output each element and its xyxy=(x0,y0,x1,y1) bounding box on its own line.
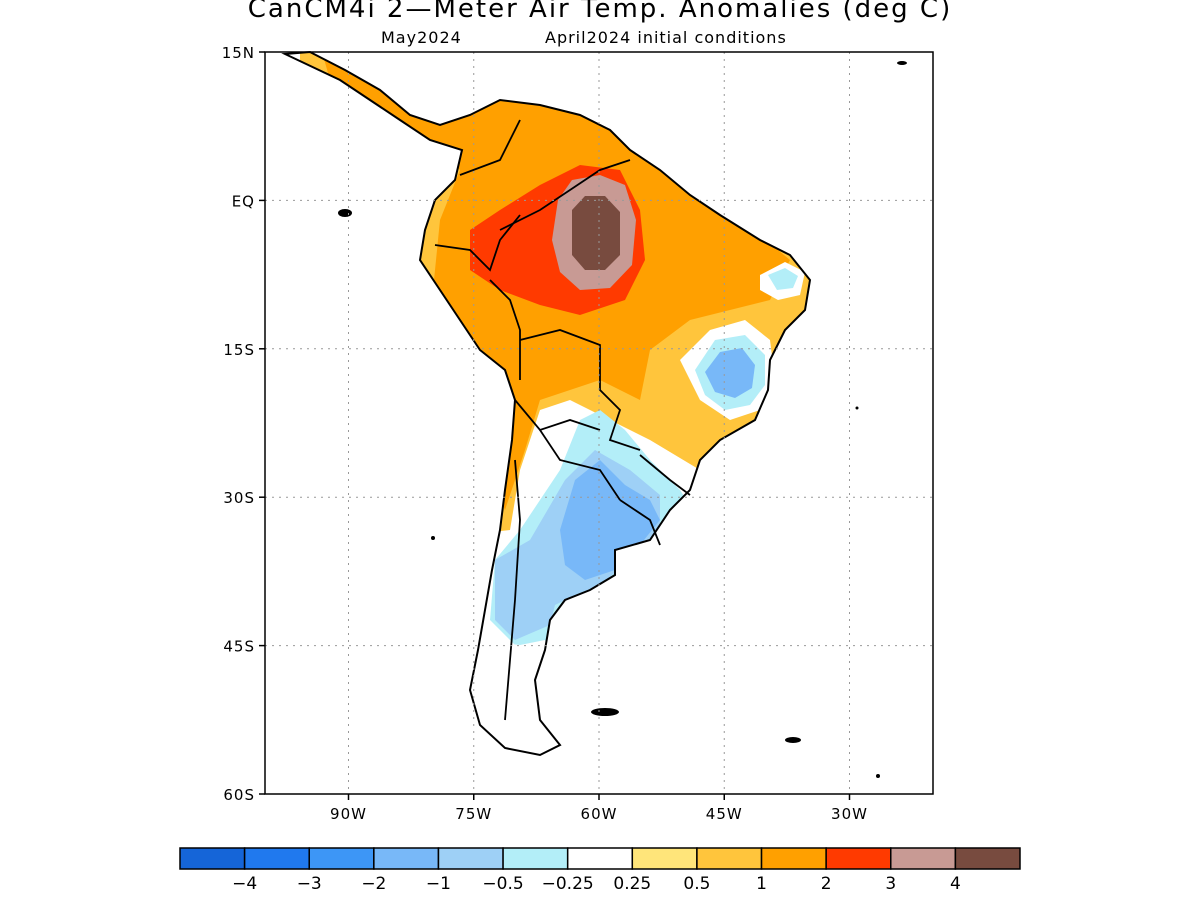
colorbar-label: −2 xyxy=(361,874,386,894)
lon-tick-label: 75W xyxy=(455,805,492,823)
colorbar-swatch xyxy=(825,847,892,870)
colorbar-label: −4 xyxy=(232,874,257,894)
latitude-axis: 15N EQ 15S 30S 45S 60S xyxy=(222,44,265,804)
map-title: CanCM4i 2—Meter Air Temp. Anomalies (deg… xyxy=(247,0,953,24)
ne-cooler-region xyxy=(705,348,755,398)
colorbar-swatch xyxy=(179,847,246,870)
colorbar-label: 1 xyxy=(756,874,767,894)
colorbar-label: −0.5 xyxy=(482,874,523,894)
colorbar-swatch xyxy=(696,847,763,870)
colorbar-label: −0.25 xyxy=(542,874,594,894)
colorbar-label: −3 xyxy=(297,874,322,894)
lon-tick-label: 60W xyxy=(581,805,618,823)
forecast-month: May2024 xyxy=(381,28,462,47)
lon-tick-label: 30W xyxy=(831,805,868,823)
colorbar-swatch xyxy=(373,847,440,870)
colorbar-swatch xyxy=(954,847,1021,870)
colorbar-swatch xyxy=(502,847,569,870)
colorbar-label: 4 xyxy=(950,874,961,894)
initial-conditions-label: April2024 initial conditions xyxy=(545,28,787,47)
lat-tick-label: 15S xyxy=(223,341,255,359)
lat-tick-label: 15N xyxy=(222,44,255,62)
extreme-region xyxy=(572,196,620,270)
colorbar-swatch xyxy=(308,847,375,870)
colorbar-label: 3 xyxy=(885,874,896,894)
longitude-axis: 90W 75W 60W 45W 30W xyxy=(330,794,868,823)
colorbar-swatch xyxy=(243,847,310,870)
lat-tick-label: EQ xyxy=(232,192,255,210)
colorbar-label: −1 xyxy=(426,874,451,894)
lat-tick-label: 60S xyxy=(223,786,255,804)
colorbar-swatch xyxy=(631,847,698,870)
colorbar-label: 2 xyxy=(821,874,832,894)
graticule xyxy=(265,52,933,794)
colorbar: −4 −3 −2 −1 −0.5 −0.25 0.25 0.5 1 2 3 4 xyxy=(179,847,1021,894)
colorbar-swatch xyxy=(566,847,634,870)
colorbar-swatch xyxy=(890,847,957,870)
east-coast-cool-region xyxy=(768,268,798,290)
colorbar-label: 0.25 xyxy=(613,874,651,894)
colorbar-label: 0.5 xyxy=(683,874,710,894)
colorbar-swatch xyxy=(760,847,827,870)
colorbar-swatch xyxy=(437,847,504,870)
country-borders xyxy=(434,119,691,721)
lat-tick-label: 45S xyxy=(223,638,255,656)
lon-tick-label: 45W xyxy=(706,805,743,823)
lon-tick-label: 90W xyxy=(330,805,367,823)
lat-tick-label: 30S xyxy=(223,489,255,507)
